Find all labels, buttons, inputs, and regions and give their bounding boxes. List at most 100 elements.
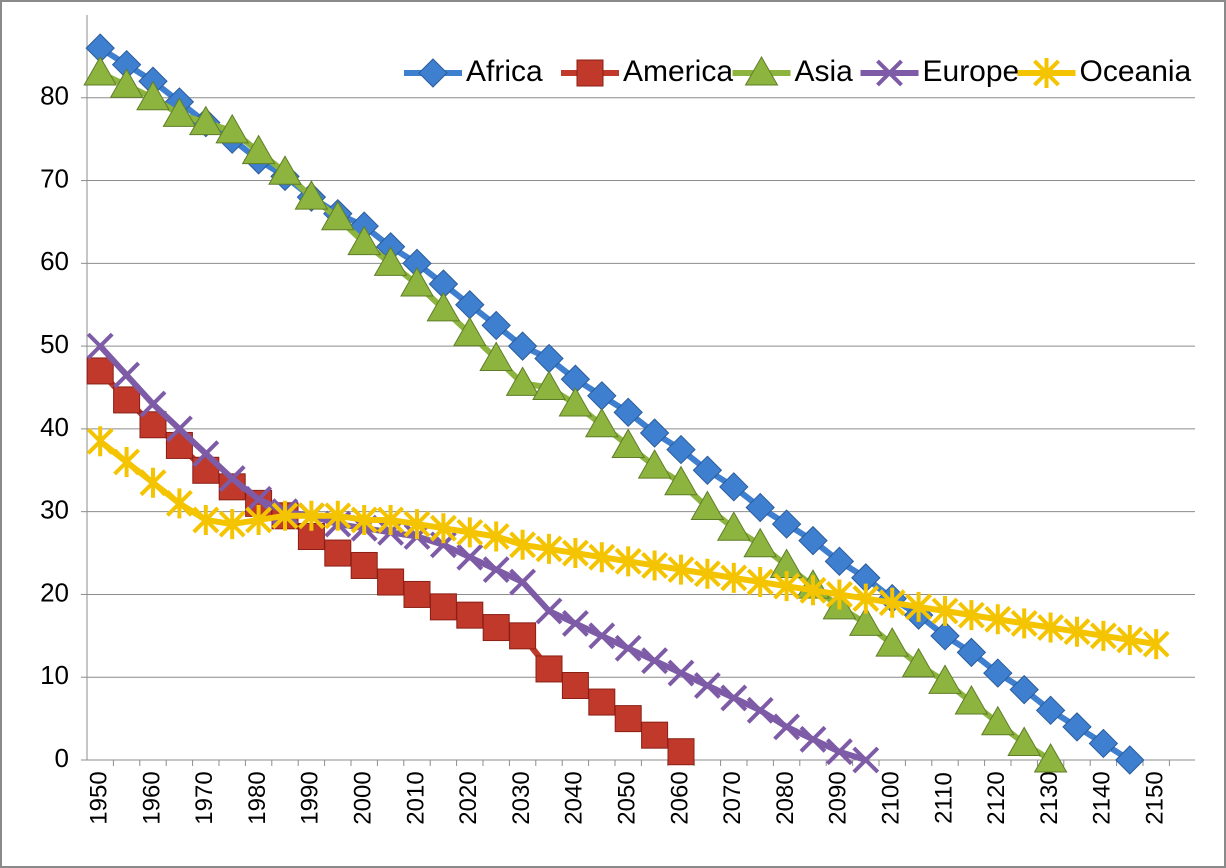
marker-triangle (716, 511, 751, 541)
marker-shape (773, 713, 801, 741)
marker-star (86, 426, 114, 457)
y-tick-label: 40 (40, 412, 69, 442)
marker-shape (113, 361, 141, 389)
marker-shape (1007, 726, 1042, 756)
marker-x (482, 556, 510, 584)
marker-shape (373, 246, 408, 276)
y-tick-label: 30 (40, 495, 69, 525)
marker-shape (666, 434, 696, 465)
marker-shape (320, 200, 355, 231)
marker-square (576, 59, 604, 87)
marker-shape (980, 705, 1015, 736)
marker-diamond (666, 434, 696, 465)
marker-shape (954, 685, 989, 715)
marker-square (429, 593, 457, 621)
marker-shape (667, 659, 695, 687)
marker-shape (1033, 58, 1060, 88)
marker-diamond (745, 492, 775, 523)
marker-shape (162, 97, 197, 127)
marker-shape (324, 500, 352, 531)
marker-shape (743, 527, 778, 558)
marker-triangle (83, 55, 118, 86)
marker-shape (771, 509, 802, 539)
marker-star (482, 521, 510, 552)
y-tick-label: 0 (55, 743, 69, 773)
marker-shape (561, 672, 589, 699)
marker-triangle (980, 705, 1015, 736)
marker-star (746, 567, 774, 598)
marker-shape (350, 504, 378, 535)
marker-star (192, 504, 220, 535)
marker-shape (824, 546, 855, 577)
marker-shape (377, 568, 405, 596)
marker-shape (931, 596, 959, 626)
marker-star (350, 504, 378, 535)
legend-label: Oceania (1080, 55, 1192, 88)
marker-shape (614, 705, 642, 733)
x-tick-label: 1970 (191, 771, 218, 824)
marker-star (297, 500, 325, 531)
marker-triangle (426, 291, 461, 322)
marker-square (509, 622, 537, 650)
marker-diamond (1115, 745, 1145, 775)
y-tick-label: 10 (40, 660, 69, 690)
legend-label: Africa (466, 55, 543, 88)
marker-square (350, 551, 378, 579)
marker-shape (693, 672, 721, 699)
marker-star (139, 467, 167, 498)
marker-shape (479, 341, 514, 372)
marker-square (614, 705, 642, 733)
marker-diamond (481, 310, 511, 341)
marker-triangle (558, 387, 593, 417)
marker-shape (667, 738, 695, 766)
marker-shape (429, 513, 457, 544)
marker-shape (1010, 608, 1038, 639)
marker-shape (576, 59, 604, 87)
marker-shape (720, 684, 748, 712)
marker-shape (245, 504, 273, 535)
marker-shape (452, 316, 487, 347)
x-tick-label: 1950 (86, 771, 113, 824)
marker-star (1033, 58, 1060, 88)
marker-shape (418, 58, 448, 88)
marker-x (139, 390, 167, 418)
marker-shape (215, 113, 250, 144)
marker-shape (86, 332, 114, 360)
marker-shape (693, 558, 721, 589)
marker-shape (456, 601, 484, 629)
marker-shape (825, 738, 853, 766)
marker-shape (139, 467, 167, 498)
marker-x (509, 568, 537, 596)
marker-star (614, 546, 642, 577)
marker-shape (268, 155, 302, 185)
marker-shape (641, 647, 669, 675)
marker-shape (86, 357, 114, 385)
marker-shape (1063, 616, 1091, 647)
marker-star (1142, 629, 1170, 660)
marker-shape (456, 517, 484, 548)
marker-star (799, 575, 827, 606)
marker-shape (798, 525, 828, 556)
series-line (98, 45, 1132, 763)
marker-diamond (798, 525, 828, 556)
marker-shape (324, 539, 352, 567)
marker-shape (667, 554, 695, 585)
marker-triangle (373, 246, 408, 276)
marker-shape (1089, 620, 1117, 651)
marker-diamond (1035, 695, 1066, 726)
marker-shape (83, 55, 118, 86)
x-tick-label: 2080 (772, 771, 799, 824)
marker-shape (109, 68, 144, 98)
marker-x (245, 485, 273, 513)
marker-triangle (1007, 726, 1042, 756)
marker-shape (535, 597, 563, 625)
marker-shape (347, 225, 382, 256)
marker-shape (509, 568, 537, 596)
marker-star (403, 509, 431, 540)
marker-shape (613, 397, 643, 428)
marker-star (588, 542, 616, 573)
marker-shape (271, 500, 299, 531)
marker-shape (639, 418, 670, 448)
marker-diamond (956, 637, 987, 668)
marker-diamond (824, 546, 855, 577)
